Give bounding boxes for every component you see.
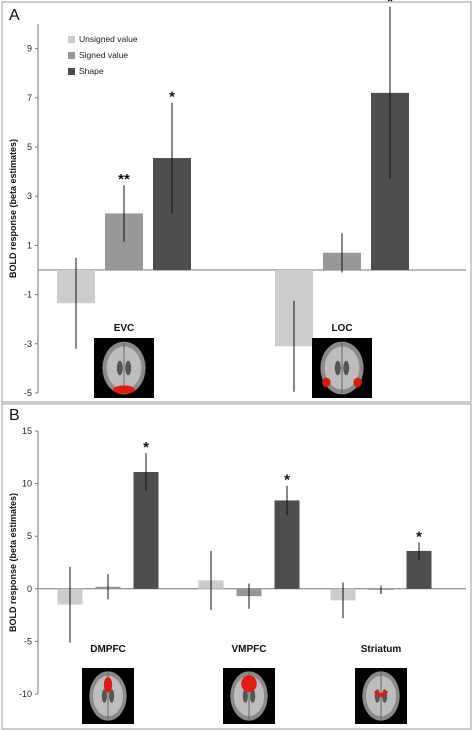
brain-ventricle-left xyxy=(242,689,248,703)
legend-label: Unsigned value xyxy=(79,34,138,44)
activation-blob xyxy=(241,675,257,693)
y-tick-label: -5 xyxy=(24,388,32,398)
significance-marker: * xyxy=(284,472,290,489)
category-label: VMPFC xyxy=(232,644,267,655)
brain-slice-image xyxy=(355,668,407,724)
activation-blob xyxy=(103,676,113,693)
category-label: EVC xyxy=(114,323,135,334)
brain-ventricle-left xyxy=(334,360,341,376)
activation-blob xyxy=(113,385,135,394)
panel-border xyxy=(1,403,472,730)
brain-ventricle-left xyxy=(116,360,123,376)
brain-ventricle-left xyxy=(101,689,107,703)
legend-swatch xyxy=(68,68,75,75)
brain-slice-image xyxy=(94,338,154,398)
y-tick-label: 15 xyxy=(22,426,32,436)
y-tick-label: -10 xyxy=(19,689,32,699)
panel-label: A xyxy=(9,7,20,24)
legend-label: Shape xyxy=(79,66,104,76)
significance-marker: * xyxy=(416,529,422,546)
y-tick-label: -3 xyxy=(24,339,32,349)
panel-border xyxy=(1,1,472,403)
significance-marker: ** xyxy=(118,171,130,188)
panel-label: B xyxy=(9,407,20,424)
bar xyxy=(274,500,300,589)
legend-label: Signed value xyxy=(79,50,128,60)
y-tick-label: 9 xyxy=(27,44,32,54)
y-tick-label: 7 xyxy=(27,93,32,103)
brain-ventricle-right xyxy=(125,360,132,376)
y-tick-label: 5 xyxy=(27,142,32,152)
legend-swatch xyxy=(68,52,75,59)
y-tick-label: 3 xyxy=(27,191,32,201)
activation-blob xyxy=(353,377,362,388)
brain-ventricle-right xyxy=(250,689,256,703)
y-tick-label: 10 xyxy=(22,479,32,489)
significance-marker: * xyxy=(143,439,149,456)
legend-swatch xyxy=(68,36,75,43)
y-tick-label: 5 xyxy=(27,531,32,541)
brain-slice-image xyxy=(223,668,275,724)
category-label: DMPFC xyxy=(90,644,126,655)
brain-ventricle-right xyxy=(343,360,350,376)
brain-ventricle-right xyxy=(109,689,115,703)
activation-blob xyxy=(373,690,389,698)
panel-A: A -5 -3 -1 1 3 5 7 9 BOLD response (beta estimate… xyxy=(1,0,472,403)
category-label: LOC xyxy=(331,323,352,334)
significance-marker: * xyxy=(169,89,175,106)
y-axis-title: BOLD response (beta estimates) xyxy=(8,493,18,632)
y-tick-label: -1 xyxy=(24,290,32,300)
y-axis-title: BOLD response (beta estimates) xyxy=(8,139,18,278)
y-tick-label: -5 xyxy=(24,636,32,646)
category-label: Striatum xyxy=(361,644,402,655)
y-tick-label: 1 xyxy=(27,240,32,250)
y-tick-label: 0 xyxy=(27,584,32,594)
brain-slice-image xyxy=(82,668,134,724)
panel-B: B -10 -5 0 5 10 15 BOLD response (beta estimate… xyxy=(1,403,472,730)
bar xyxy=(133,472,159,589)
brain-slice-image xyxy=(312,338,372,398)
activation-blob xyxy=(322,377,331,388)
significance-marker: * xyxy=(387,0,393,10)
